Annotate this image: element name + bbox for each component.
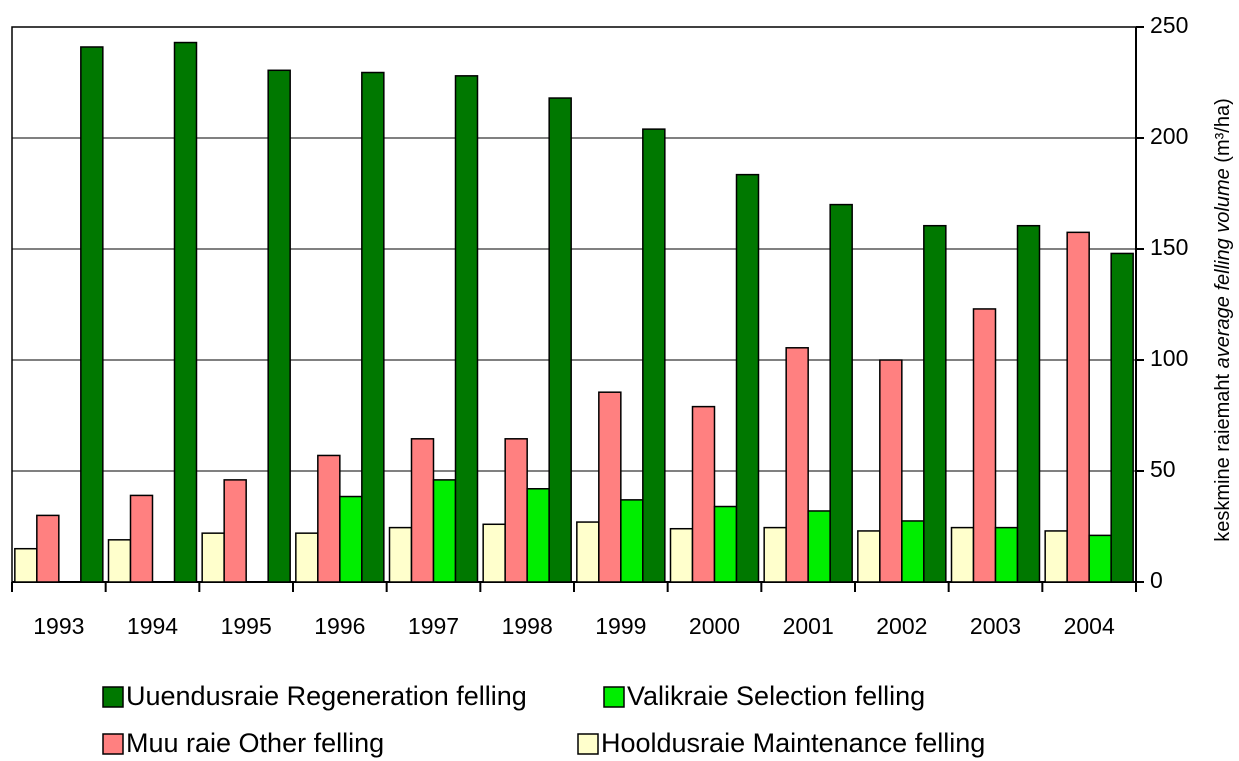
x-tick-label: 2003 (970, 613, 1021, 639)
bar (857, 530, 881, 583)
bar (669, 527, 694, 583)
y-tick-label: 200 (1150, 123, 1188, 149)
bar (223, 479, 247, 583)
bar (807, 510, 831, 583)
bar (454, 75, 479, 583)
legend-swatch (577, 733, 599, 755)
y-label-italic: average felling volume (1212, 168, 1234, 368)
bar (339, 495, 363, 583)
bar (36, 514, 60, 583)
x-tick-label: 2002 (876, 613, 927, 639)
bar (576, 521, 600, 583)
y-axis-label: keskmine raiemaht average felling volume… (1212, 98, 1234, 542)
x-tick-label: 2001 (783, 613, 834, 639)
x-tick-label: 2004 (1064, 613, 1115, 639)
bar (1110, 252, 1134, 583)
bar (1044, 530, 1068, 583)
bar (923, 224, 947, 583)
y-tick-label: 250 (1150, 12, 1188, 38)
y-tick-label: 150 (1150, 234, 1188, 260)
legend-swatch (102, 733, 124, 755)
bar (950, 526, 975, 583)
x-tick-label: 1998 (502, 613, 553, 639)
bar (1088, 534, 1112, 583)
x-tick-label: 1995 (221, 613, 272, 639)
legend-label: Hooldusraie Maintenance felling (601, 728, 985, 758)
bar (763, 526, 787, 583)
x-tick-label: 1999 (595, 613, 646, 639)
bar (1066, 231, 1090, 583)
legend-swatch (603, 686, 625, 708)
bar (410, 438, 435, 583)
bar (14, 547, 38, 583)
legend-label: Uuendusraie Regeneration felling (126, 681, 527, 711)
x-tick-label: 1993 (33, 613, 84, 639)
legend-label: Valikraie Selection felling (627, 681, 925, 711)
bar (972, 308, 997, 583)
bar (173, 41, 198, 583)
bar (295, 532, 319, 583)
bar (201, 532, 225, 583)
y-label-plain: keskmine raiemaht (1212, 373, 1234, 541)
legend-swatch (102, 686, 124, 708)
bar (691, 405, 716, 583)
bar (526, 488, 550, 583)
bar (735, 173, 760, 583)
bar (80, 46, 104, 583)
x-tick-label: 2000 (689, 613, 740, 639)
bar (879, 359, 903, 583)
bar (620, 499, 644, 583)
bar (994, 526, 1019, 583)
bar (713, 505, 738, 583)
bar (388, 526, 413, 583)
x-tick-label: 1994 (127, 613, 178, 639)
bar (829, 203, 853, 583)
y-tick-label: 100 (1150, 345, 1188, 371)
bar (901, 520, 925, 583)
x-tick-label: 1996 (314, 613, 365, 639)
bar (785, 347, 809, 583)
y-tick-label: 0 (1150, 567, 1163, 593)
y-tick-label: 50 (1150, 456, 1176, 482)
bar (482, 523, 506, 583)
legend-label: Muu raie Other felling (126, 728, 384, 758)
bar (317, 454, 341, 583)
bar (361, 71, 385, 583)
bar (432, 479, 457, 583)
bar (598, 391, 622, 583)
bar (642, 128, 666, 583)
bar (548, 97, 572, 583)
bar (107, 539, 132, 583)
bar (504, 438, 528, 583)
bar (267, 69, 291, 583)
bar (1016, 224, 1041, 583)
x-tick-label: 1997 (408, 613, 459, 639)
bar (129, 494, 154, 583)
y-label-unit: (m³/ha) (1212, 98, 1234, 162)
